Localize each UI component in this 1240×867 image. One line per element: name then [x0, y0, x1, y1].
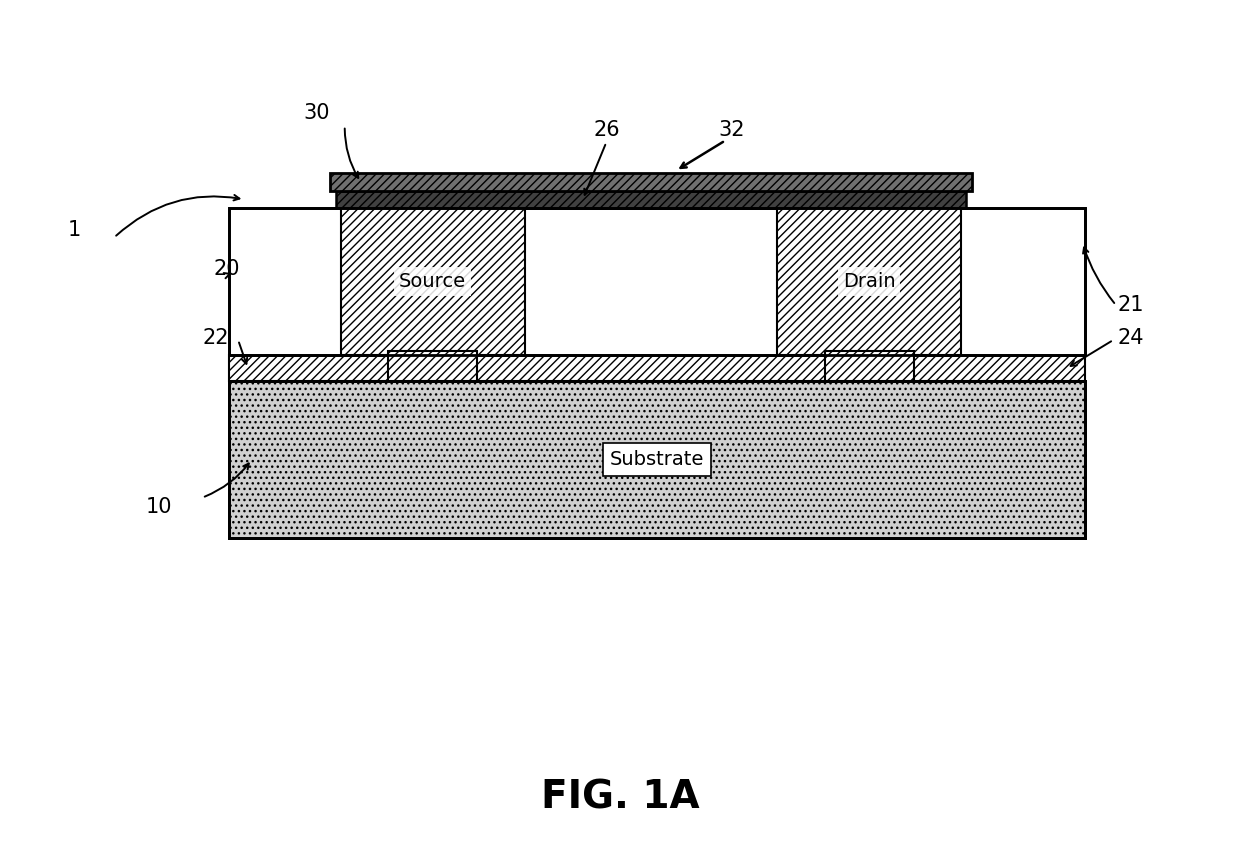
Text: Drain: Drain: [843, 272, 895, 291]
Bar: [330, 173, 972, 191]
Text: 1: 1: [68, 219, 81, 240]
Bar: [336, 191, 966, 208]
Bar: [229, 381, 1085, 538]
Bar: [229, 208, 1085, 355]
Bar: [229, 355, 1085, 381]
Text: Substrate: Substrate: [610, 450, 704, 469]
Text: 26: 26: [593, 120, 620, 140]
Text: 10: 10: [145, 497, 172, 518]
Text: 22: 22: [202, 328, 229, 349]
Text: 24: 24: [1117, 328, 1145, 349]
Text: Source: Source: [399, 272, 466, 291]
Bar: [341, 208, 525, 355]
Text: 20: 20: [213, 258, 241, 279]
Bar: [388, 351, 477, 381]
Bar: [229, 381, 1085, 538]
Text: 21: 21: [1117, 295, 1145, 316]
Bar: [229, 208, 1085, 355]
Bar: [229, 381, 1085, 538]
Text: 32: 32: [718, 120, 745, 140]
Bar: [825, 351, 914, 381]
Bar: [777, 208, 961, 355]
Text: FIG. 1A: FIG. 1A: [541, 779, 699, 817]
Text: 30: 30: [303, 102, 330, 123]
